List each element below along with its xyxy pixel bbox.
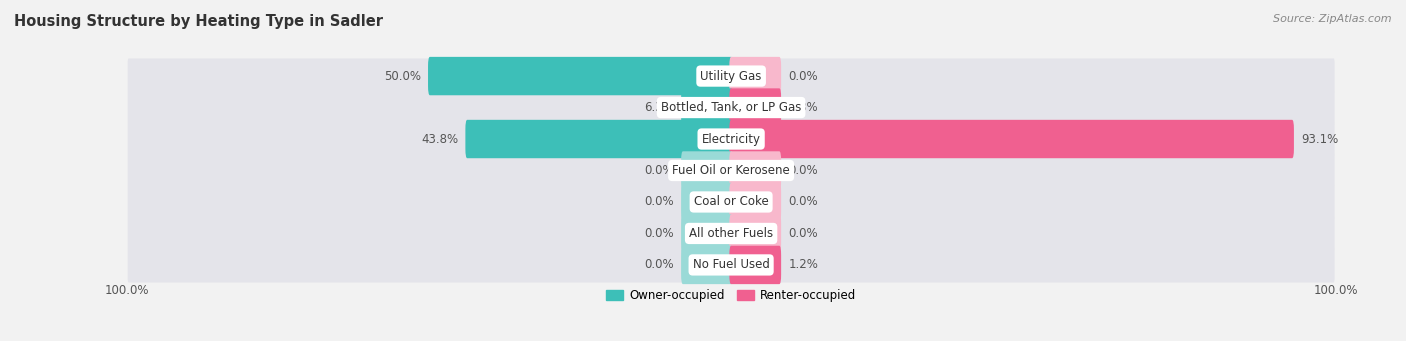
Text: 5.8%: 5.8% [789,101,818,114]
Text: Fuel Oil or Kerosene: Fuel Oil or Kerosene [672,164,790,177]
Text: 0.0%: 0.0% [644,258,673,271]
Text: 0.0%: 0.0% [644,195,673,208]
Text: 6.3%: 6.3% [644,101,673,114]
FancyBboxPatch shape [730,246,782,284]
Text: 0.0%: 0.0% [789,70,818,83]
Text: No Fuel Used: No Fuel Used [693,258,769,271]
FancyBboxPatch shape [128,184,1334,220]
FancyBboxPatch shape [128,247,1334,283]
Text: All other Fuels: All other Fuels [689,227,773,240]
Text: 0.0%: 0.0% [789,195,818,208]
Text: 0.0%: 0.0% [644,227,673,240]
Text: Utility Gas: Utility Gas [700,70,762,83]
FancyBboxPatch shape [681,214,733,253]
FancyBboxPatch shape [128,121,1334,157]
Text: 0.0%: 0.0% [789,227,818,240]
FancyBboxPatch shape [730,57,782,95]
Text: Bottled, Tank, or LP Gas: Bottled, Tank, or LP Gas [661,101,801,114]
FancyBboxPatch shape [681,151,733,190]
FancyBboxPatch shape [730,120,1294,158]
Text: 0.0%: 0.0% [644,164,673,177]
Text: Housing Structure by Heating Type in Sadler: Housing Structure by Heating Type in Sad… [14,14,382,29]
FancyBboxPatch shape [128,216,1334,251]
FancyBboxPatch shape [128,153,1334,188]
FancyBboxPatch shape [465,120,733,158]
FancyBboxPatch shape [681,88,733,127]
FancyBboxPatch shape [681,246,733,284]
FancyBboxPatch shape [681,183,733,221]
FancyBboxPatch shape [128,58,1334,94]
FancyBboxPatch shape [730,151,782,190]
Text: 50.0%: 50.0% [384,70,420,83]
FancyBboxPatch shape [730,214,782,253]
Text: 100.0%: 100.0% [104,284,149,297]
Text: Source: ZipAtlas.com: Source: ZipAtlas.com [1274,14,1392,24]
Text: 1.2%: 1.2% [789,258,818,271]
Text: 100.0%: 100.0% [1313,284,1358,297]
FancyBboxPatch shape [427,57,733,95]
FancyBboxPatch shape [730,183,782,221]
Text: Electricity: Electricity [702,133,761,146]
Text: 43.8%: 43.8% [420,133,458,146]
Text: 93.1%: 93.1% [1301,133,1339,146]
Legend: Owner-occupied, Renter-occupied: Owner-occupied, Renter-occupied [600,284,862,307]
Text: 0.0%: 0.0% [789,164,818,177]
FancyBboxPatch shape [730,88,782,127]
Text: Coal or Coke: Coal or Coke [693,195,769,208]
FancyBboxPatch shape [128,90,1334,125]
